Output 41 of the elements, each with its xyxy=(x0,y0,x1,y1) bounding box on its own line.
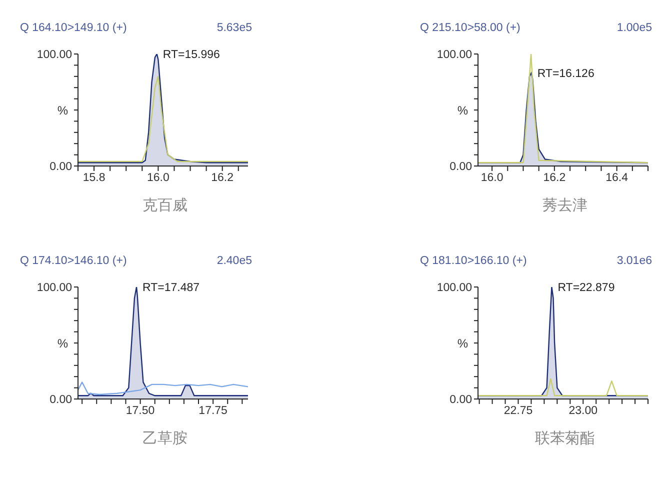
y-tick-label: 0.00 xyxy=(450,394,472,406)
chart-title: Q 181.10>166.10 (+) xyxy=(420,255,527,269)
chart-subtitle: 1.00e5 xyxy=(616,22,652,36)
y-axis-title: % xyxy=(57,336,68,350)
y-tick-label: 100.00 xyxy=(436,49,472,62)
y-tick-label: 0.00 xyxy=(50,161,72,174)
x-tick-label: 15.8 xyxy=(82,172,106,184)
x-tick-label: 22.75 xyxy=(504,405,533,418)
y-axis-title: % xyxy=(57,103,68,118)
annotation: RT=16.126 xyxy=(537,68,594,80)
line-series xyxy=(78,382,248,396)
x-axis-title: 莠去津 xyxy=(542,196,588,215)
chart-title: Q 174.10>146.10 (+) xyxy=(20,255,127,269)
x-axis-title: 克百威 xyxy=(142,196,188,215)
x-tick-label: 17.50 xyxy=(126,405,155,418)
y-tick-label: 0.00 xyxy=(50,394,72,406)
chart-title: Q 215.10>58.00 (+) xyxy=(420,22,520,36)
x-tick-label: 23.00 xyxy=(568,405,598,418)
y-axis-title: % xyxy=(457,336,468,350)
annotation: RT=22.879 xyxy=(558,282,615,294)
x-axis-title: 乙草胺 xyxy=(142,429,188,448)
x-tick-label: 16.0 xyxy=(480,172,504,184)
chart-title: Q 164.10>149.10 (+) xyxy=(20,22,127,36)
x-tick-label: 16.2 xyxy=(211,172,234,184)
y-tick-label: 0.00 xyxy=(450,161,472,174)
chart-subtitle: 2.40e5 xyxy=(216,255,252,269)
y-tick-label: 100.00 xyxy=(36,282,72,294)
x-tick-label: 17.75 xyxy=(198,405,228,418)
line-series xyxy=(78,76,248,162)
chart-subtitle: 5.63e5 xyxy=(216,22,252,36)
x-axis-title: 联苯菊酯 xyxy=(534,429,596,448)
annotation: RT=17.487 xyxy=(142,282,200,294)
x-tick-label: 16.2 xyxy=(543,172,566,184)
y-axis-title: % xyxy=(457,103,468,118)
y-tick-label: 100.00 xyxy=(36,49,72,62)
annotation: RT=15.996 xyxy=(162,49,220,62)
x-tick-label: 16.4 xyxy=(606,172,629,184)
line-series xyxy=(478,54,648,164)
chart-subtitle: 3.01e6 xyxy=(616,255,652,269)
y-tick-label: 100.00 xyxy=(436,282,472,294)
x-tick-label: 16.0 xyxy=(146,172,170,184)
